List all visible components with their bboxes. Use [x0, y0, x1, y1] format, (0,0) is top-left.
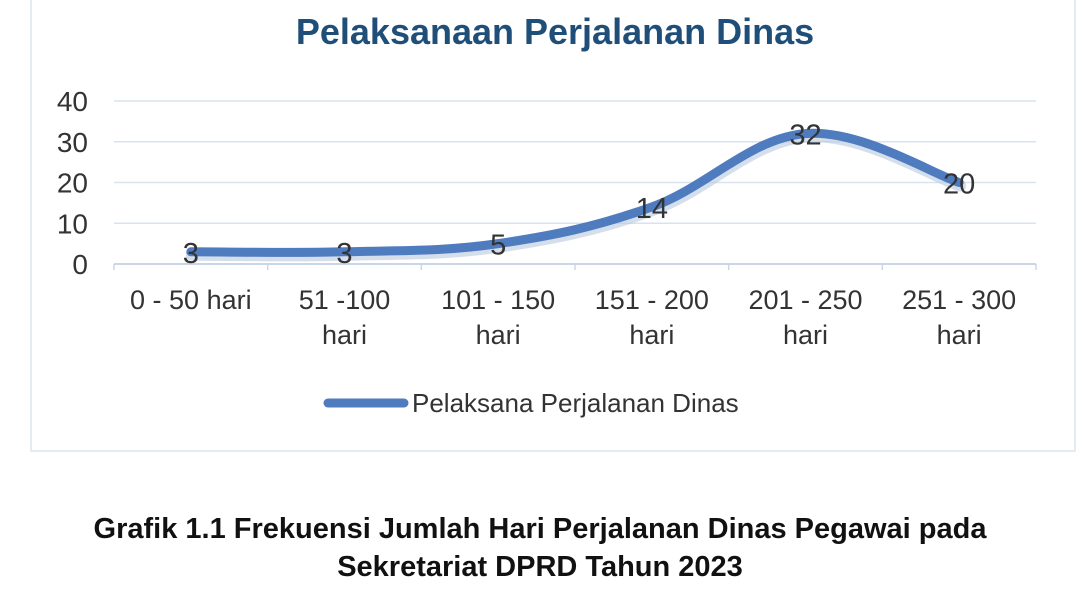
x-tick-label: hari	[783, 320, 828, 350]
data-point	[189, 250, 192, 253]
series-line-shadow	[185, 130, 967, 262]
data-point	[650, 205, 653, 208]
data-label: 3	[336, 238, 352, 270]
legend-label: Pelaksana Perjalanan Dinas	[412, 388, 739, 418]
data-label: 14	[636, 193, 668, 225]
series-layer	[185, 128, 967, 262]
data-point	[958, 181, 961, 184]
y-tick-label: 0	[72, 249, 88, 280]
data-label: 32	[789, 120, 821, 152]
x-tick-label: 0 - 50 hari	[130, 285, 252, 315]
data-labels: 3 3 5 14 32 20	[183, 120, 976, 270]
x-tick-label: hari	[322, 320, 367, 350]
x-tick-label: 201 - 250	[748, 285, 862, 315]
legend: Pelaksana Perjalanan Dinas	[323, 388, 739, 418]
chart-title: Pelaksanaan Perjalanan Dinas	[296, 11, 814, 52]
data-label: 3	[183, 238, 199, 270]
y-tick-label: 40	[57, 86, 88, 117]
x-axis-ticks: 0 - 50 hari 51 -100 hari 101 - 150 hari 151 -…	[130, 285, 1016, 350]
data-label: 5	[490, 230, 506, 262]
caption-line-1: Grafik 1.1 Frekuensi Jumlah Hari Perjala…	[93, 513, 987, 545]
caption-line-2: Sekretariat DPRD Tahun 2023	[337, 551, 743, 583]
x-tick-label: hari	[476, 320, 521, 350]
y-tick-label: 10	[57, 208, 88, 239]
x-tick-label: hari	[937, 320, 982, 350]
x-tick-label: 51 -100	[299, 285, 391, 315]
y-tick-label: 20	[57, 168, 88, 199]
data-label: 20	[943, 169, 975, 201]
data-point	[343, 250, 346, 253]
data-point	[804, 132, 807, 135]
series-line	[186, 128, 964, 257]
x-tick-label: 251 - 300	[902, 285, 1016, 315]
y-tick-label: 30	[57, 127, 88, 158]
y-axis-ticks: 0 10 20 30 40	[57, 86, 88, 280]
x-tick-label: 101 - 150	[441, 285, 555, 315]
x-tick-label: hari	[629, 320, 674, 350]
gridlines	[113, 100, 1037, 270]
chart-frame	[30, 0, 1076, 452]
x-tick-label: 151 - 200	[595, 285, 709, 315]
line-chart: Pelaksanaan Perjalanan Dinas 0 10 20 30 40 0…	[57, 11, 1037, 418]
data-point	[497, 242, 500, 245]
